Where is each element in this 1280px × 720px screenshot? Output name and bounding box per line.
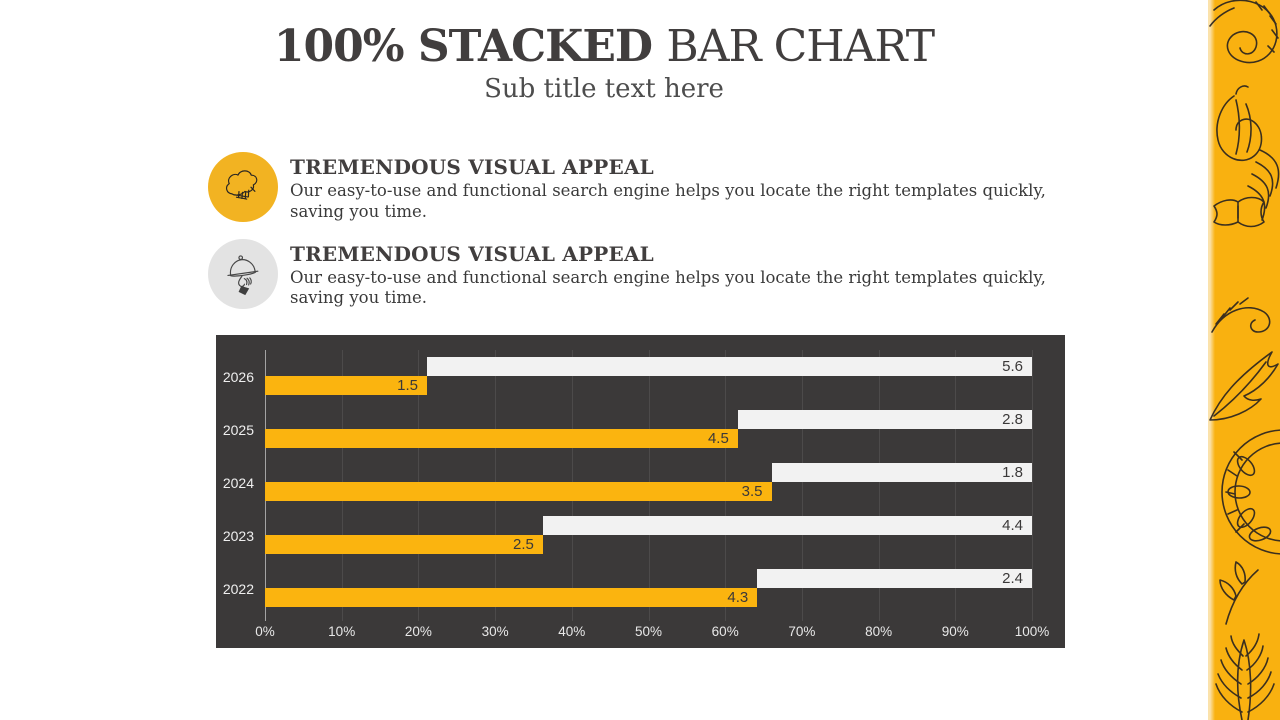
- bar-light-series: 2.4: [757, 569, 1032, 588]
- bar-value-label: 4.5: [707, 430, 729, 447]
- x-axis-tick-labels: 0% 10% 20% 30% 40% 50% 60% 70% 80% 90% 100%: [255, 624, 1049, 644]
- bar-value-label: 5.6: [1002, 358, 1023, 375]
- page-title: 100% STACKED BAR CHART: [0, 21, 1208, 72]
- bar-light-series: 5.6: [427, 357, 1032, 376]
- tick-mark: [495, 615, 497, 621]
- tick-mark: [648, 615, 650, 621]
- tick-mark: [801, 615, 803, 621]
- feature-body-line-1: Our easy-to-use and functional search en…: [290, 267, 1046, 287]
- bar-accent-series: 3.5: [265, 482, 772, 501]
- category-label: 2023: [222, 527, 254, 544]
- feature-item-2: TREMENDOUS VISUAL APPEAL Our easy-to-use…: [208, 238, 1068, 310]
- bar-value-label: 2.5: [513, 536, 534, 553]
- bar-value-label: 2.8: [1002, 411, 1023, 428]
- x-tick-label: 90%: [941, 624, 969, 639]
- bar-light-series: 4.4: [542, 516, 1032, 535]
- page-title-emphasis: 100% STACKED: [273, 21, 653, 72]
- chef-hat-icon: [208, 152, 278, 222]
- food-doodles-illustration: [1209, 0, 1280, 720]
- chart-row-2023: 2023 4.4 2.5: [223, 509, 1032, 562]
- x-tick-label: 100%: [1014, 624, 1050, 639]
- category-label: 2024: [222, 474, 254, 491]
- category-label: 2022: [222, 580, 254, 597]
- x-tick-label: 60%: [711, 624, 739, 639]
- feature-body-line-2: saving you time.: [290, 288, 428, 308]
- bar-accent-series: 2.5: [265, 535, 543, 554]
- gridline: [955, 350, 957, 615]
- chart-plot-area: 2026 5.6 1.5 2025 2.8 4.5 2024 1.8 3.5 2023 4.4 2.5…: [223, 350, 1033, 621]
- bar-value-label: 4.4: [1002, 517, 1023, 534]
- decorative-food-pattern: [1208, 0, 1280, 720]
- page-subtitle: Sub title text here: [484, 74, 724, 105]
- bar-value-label: 4.3: [727, 589, 749, 606]
- chart-row-2024: 2024 1.8 3.5: [223, 456, 1032, 509]
- serving-cloche-icon: [208, 238, 278, 309]
- feature-text: TREMENDOUS VISUAL APPEAL Our easy-to-use…: [290, 152, 1046, 223]
- feature-text: TREMENDOUS VISUAL APPEAL Our easy-to-use…: [290, 239, 1046, 310]
- bar-light-series: 1.8: [771, 463, 1032, 482]
- x-tick-label: 70%: [788, 624, 816, 639]
- tick-mark: [955, 615, 957, 621]
- x-tick-label: 50%: [634, 624, 663, 639]
- feature-heading: TREMENDOUS VISUAL APPEAL: [290, 241, 654, 266]
- title-block: 100% STACKED BAR CHART Sub title text he…: [0, 21, 1208, 105]
- feature-body: Our easy-to-use and functional search en…: [290, 268, 1046, 310]
- x-tick-label: 0%: [255, 624, 275, 639]
- bar-accent-series: 1.5: [265, 376, 428, 395]
- bar-light-series: 2.8: [737, 410, 1032, 429]
- bar-accent-series: 4.5: [265, 429, 738, 448]
- bar-value-label: 1.8: [1002, 464, 1023, 481]
- feature-body: Our easy-to-use and functional search en…: [290, 181, 1046, 223]
- x-tick-label: 80%: [865, 624, 893, 639]
- bar-value-label: 3.5: [741, 483, 763, 500]
- chart-rows: 2026 5.6 1.5 2025 2.8 4.5 2024 1.8 3.5 2023 4.4 2.5…: [223, 350, 1032, 615]
- feature-body-line-2: saving you time.: [290, 201, 428, 221]
- bar-value-label: 1.5: [397, 377, 419, 394]
- gridline: [801, 350, 803, 615]
- bar-accent-series: 4.3: [265, 588, 758, 607]
- feature-list: TREMENDOUS VISUAL APPEAL Our easy-to-use…: [208, 152, 1068, 325]
- chart-row-2026: 2026 5.6 1.5: [223, 350, 1032, 403]
- x-tick-label: 40%: [558, 624, 586, 639]
- bar-value-label: 2.4: [1002, 570, 1023, 587]
- x-tick-label: 10%: [328, 624, 356, 639]
- page-title-rest: BAR CHART: [666, 21, 935, 72]
- tick-mark: [341, 615, 343, 621]
- stacked-bar-chart: 2026 5.6 1.5 2025 2.8 4.5 2024 1.8 3.5 2023 4.4 2.5…: [216, 335, 1065, 648]
- category-label: 2025: [222, 421, 254, 438]
- gridline: [1032, 350, 1033, 615]
- gridline: [878, 350, 880, 615]
- tick-mark: [1032, 615, 1033, 621]
- x-tick-label: 20%: [404, 624, 432, 639]
- tick-mark: [878, 615, 880, 621]
- category-label: 2026: [222, 368, 254, 385]
- chart-row-2022: 2022 2.4 4.3: [223, 562, 1032, 615]
- chart-row-2025: 2025 2.8 4.5: [223, 403, 1032, 456]
- feature-heading: TREMENDOUS VISUAL APPEAL: [290, 155, 654, 179]
- x-tick-label: 30%: [481, 624, 509, 639]
- tick-mark: [571, 615, 573, 621]
- feature-item-1: TREMENDOUS VISUAL APPEAL Our easy-to-use…: [208, 152, 1068, 223]
- feature-body-line-1: Our easy-to-use and functional search en…: [290, 181, 1046, 200]
- tick-mark: [418, 615, 420, 621]
- tick-mark: [725, 615, 727, 621]
